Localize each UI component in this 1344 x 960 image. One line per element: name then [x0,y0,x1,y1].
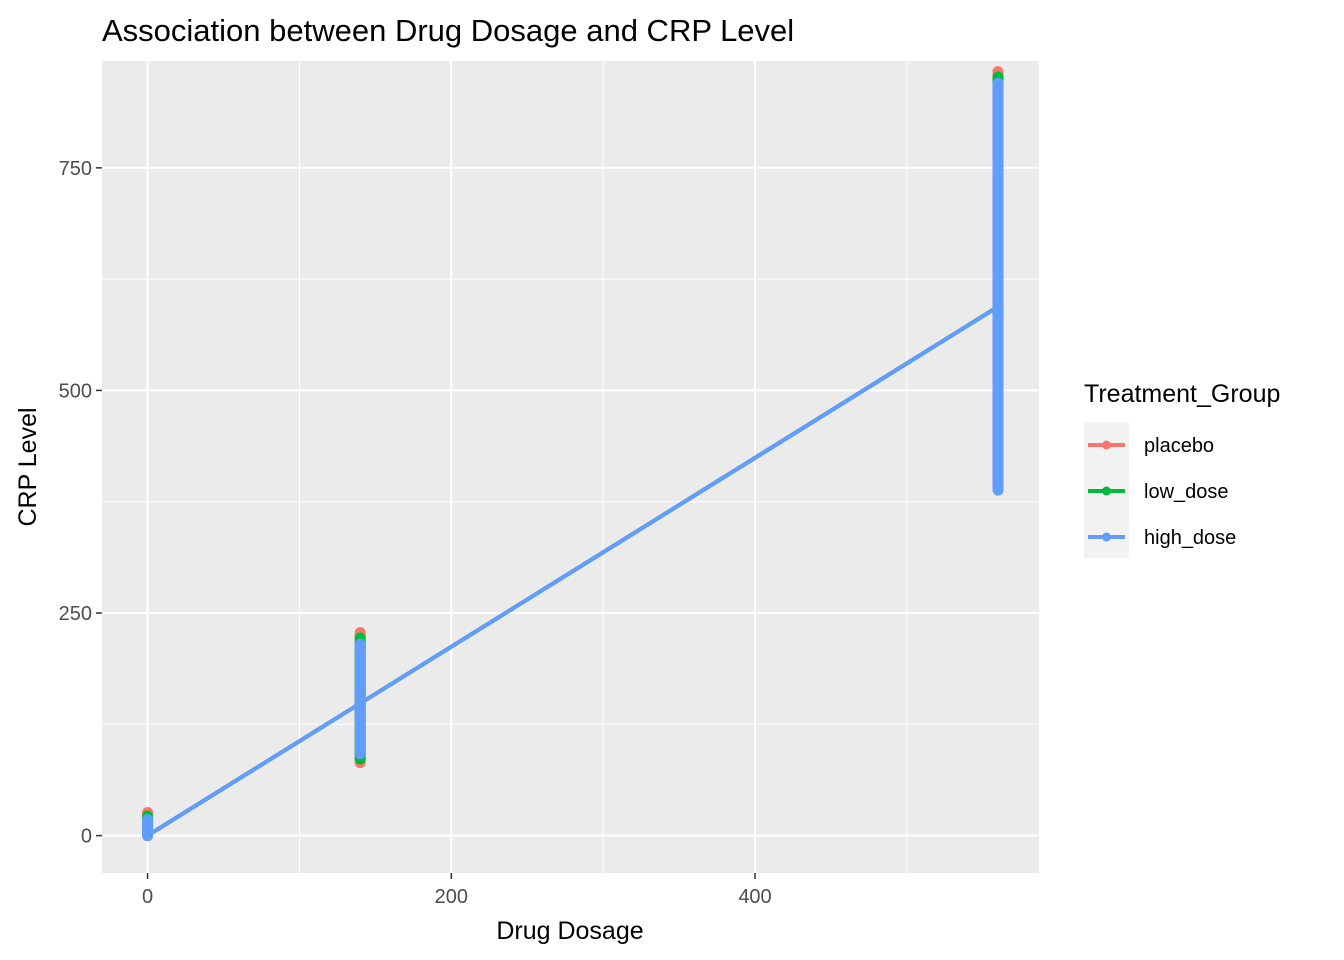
legend: Treatment_Group placebo low_dose high_dose [1084,380,1280,558]
placebo-legend-point [1102,440,1111,450]
high_dose-trend-line [145,304,1000,838]
minor-gridlines [102,61,1039,873]
high_dose-legend-point [1102,532,1111,542]
axis-ticks: 0 200 400 0 250 500 750 [59,158,772,908]
plot-panel [102,61,1039,873]
y-axis-title: CRP Level [14,407,42,526]
x-tick-label: 200 [435,886,468,908]
data-marks [142,66,1004,842]
x-tick-label: 400 [738,886,771,908]
major-gridlines [102,61,1039,873]
x-axis-title: Drug Dosage [496,917,643,945]
legend-keys: placebo low_dose high_dose [1084,422,1236,558]
placebo-legend-label: placebo [1144,435,1214,457]
y-tick-label: 0 [81,826,92,848]
low_dose-legend-label: low_dose [1144,481,1229,503]
legend-title: Treatment_Group [1084,380,1280,408]
high_dose-legend-label: high_dose [1144,527,1236,549]
y-tick-label: 500 [59,380,92,402]
x-tick-label: 0 [142,886,153,908]
low_dose-legend-point [1102,486,1111,496]
chart-title: Association between Drug Dosage and CRP … [102,13,794,48]
y-tick-label: 750 [59,158,92,180]
y-tick-label: 250 [59,603,92,625]
